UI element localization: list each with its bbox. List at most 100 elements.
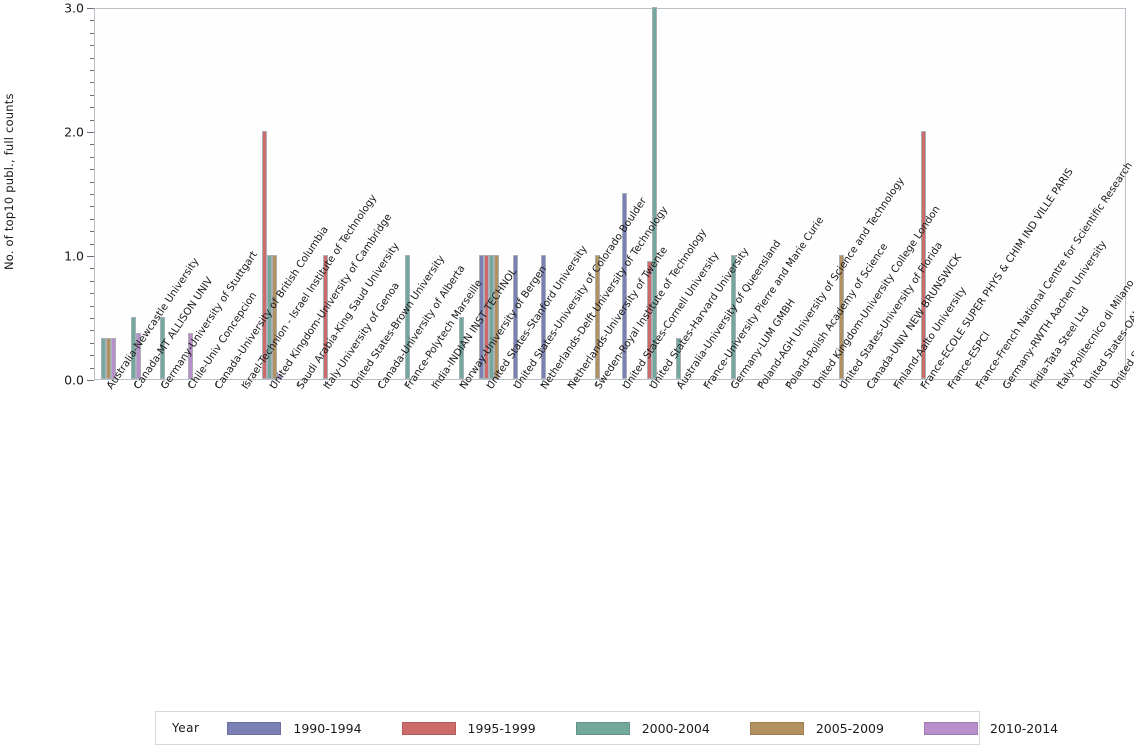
x-tick <box>433 381 435 386</box>
y-tick-minor <box>90 367 94 369</box>
legend-swatch <box>401 721 456 735</box>
bar <box>622 193 628 379</box>
bar <box>540 255 546 379</box>
legend-item[interactable]: 2010-2014 <box>923 721 1058 736</box>
bar <box>323 255 329 379</box>
bar <box>483 255 489 379</box>
bar <box>261 131 267 379</box>
bar <box>276 374 282 379</box>
y-tick-minor <box>90 280 94 282</box>
y-tick-minor <box>90 355 94 357</box>
y-tick-major <box>87 8 94 9</box>
bar <box>839 255 845 379</box>
legend-label: 1995-1999 <box>467 720 536 736</box>
y-axis-ticks: 0.0 1.0 2.0 3.0 <box>0 1 94 388</box>
bar <box>101 338 107 379</box>
legend-items: 1990-1994 1995-1999 2000-2004 2005-2009 2010… <box>227 721 1098 736</box>
x-tick <box>161 381 163 386</box>
legend-swatch <box>923 721 978 735</box>
y-tick-minor <box>90 94 94 96</box>
bar <box>459 317 465 379</box>
y-tick-label: 3.0 <box>64 0 84 16</box>
x-tick <box>1058 381 1060 386</box>
legend-label: 1990-1994 <box>293 720 362 736</box>
y-tick-minor <box>90 243 94 245</box>
y-tick-minor <box>90 181 94 183</box>
x-tick <box>487 381 489 386</box>
x-axis-labels: Australia-Newcastle University Canada-MT … <box>0 160 1134 686</box>
legend-item[interactable]: 2005-2009 <box>749 720 884 736</box>
bar <box>135 333 141 379</box>
x-tick <box>514 381 516 386</box>
y-tick-minor <box>90 156 94 158</box>
x-tick <box>922 381 924 386</box>
legend-swatch <box>749 721 804 735</box>
legend-item[interactable]: 2000-2004 <box>575 720 710 736</box>
y-tick-minor <box>90 32 94 34</box>
x-tick <box>134 381 136 386</box>
y-tick-label: 1.0 <box>64 248 84 264</box>
y-tick-minor <box>90 231 94 233</box>
y-tick-minor <box>90 107 94 109</box>
legend-item[interactable]: 1995-1999 <box>401 720 536 736</box>
bar <box>478 255 484 379</box>
bar <box>730 255 736 379</box>
x-tick <box>596 381 598 386</box>
bar <box>187 333 193 379</box>
x-tick <box>406 381 408 386</box>
bar <box>513 255 519 379</box>
x-tick <box>623 381 625 386</box>
bar <box>594 255 600 379</box>
x-tick <box>107 381 109 386</box>
y-tick-major <box>87 380 94 381</box>
bar <box>111 338 117 379</box>
x-tick <box>813 381 815 386</box>
legend-item[interactable]: 1990-1994 <box>227 720 362 736</box>
y-tick-major <box>87 132 94 133</box>
x-tick <box>732 381 734 386</box>
y-tick-minor <box>90 20 94 22</box>
x-tick <box>243 381 245 386</box>
x-tick <box>949 381 951 386</box>
legend-label: 2005-2009 <box>815 720 884 736</box>
y-tick-minor <box>90 70 94 71</box>
y-tick-minor <box>90 144 94 146</box>
x-tick <box>270 381 272 386</box>
y-tick-minor <box>90 57 94 59</box>
y-tick-minor <box>90 268 94 270</box>
y-tick-minor <box>90 293 94 295</box>
x-tick <box>840 381 842 386</box>
x-tick <box>460 381 462 386</box>
bar <box>646 261 652 379</box>
legend-swatch <box>575 721 630 735</box>
legend-label: 2000-2004 <box>641 720 710 736</box>
x-tick <box>1030 381 1032 386</box>
y-tick-minor <box>90 82 94 84</box>
x-tick <box>976 381 978 386</box>
bar <box>920 131 926 379</box>
bar <box>651 7 657 379</box>
bar <box>676 338 682 379</box>
x-tick <box>895 381 897 386</box>
x-axis-ticks <box>94 381 1126 389</box>
legend: Year 1990-1994 1995-1999 2000-2004 2005-200… <box>155 711 1058 745</box>
bars-layer <box>95 7 1125 379</box>
y-tick-minor <box>90 318 94 319</box>
bar <box>130 317 136 379</box>
x-tick <box>379 381 381 386</box>
x-tick <box>786 381 788 386</box>
bar <box>160 317 166 379</box>
x-tick <box>1112 381 1114 386</box>
x-tick <box>759 381 761 386</box>
y-tick-minor <box>90 342 94 344</box>
y-tick-minor <box>90 119 94 121</box>
y-tick-minor <box>90 194 94 195</box>
bar <box>271 255 277 379</box>
x-tick <box>297 381 299 386</box>
x-tick <box>189 381 191 386</box>
bar <box>266 255 272 379</box>
bar <box>493 255 499 379</box>
x-tick <box>677 381 679 386</box>
plot-area <box>94 7 1126 380</box>
